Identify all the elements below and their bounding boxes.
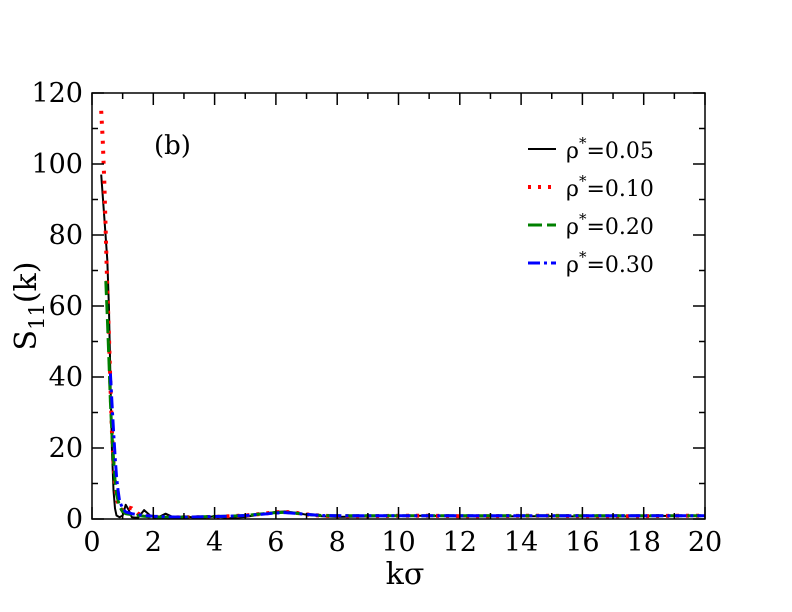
y-tick-label: 60 <box>49 291 83 322</box>
y-tick-label: 80 <box>49 220 83 251</box>
series-line-3 <box>104 281 705 519</box>
series-layer <box>99 110 705 520</box>
legend-label-4: ρ*=0.30 <box>566 248 654 278</box>
legend-label-2: ρ*=0.10 <box>566 172 654 202</box>
x-tick-label: 6 <box>267 527 284 558</box>
x-tick-label: 14 <box>504 527 538 558</box>
x-tick-label: 2 <box>145 527 162 558</box>
x-tick-label: 20 <box>688 527 722 558</box>
x-tick-label: 4 <box>206 527 223 558</box>
x-tick-label: 18 <box>627 527 661 558</box>
x-tick-label: 10 <box>381 527 415 558</box>
annotation-label: (b) <box>154 131 191 161</box>
x-axis-title: kσ <box>386 557 425 592</box>
x-tick-label: 16 <box>565 527 599 558</box>
legend: ρ*=0.05 ρ*=0.10 ρ*=0.20 ρ*=0.30 <box>528 134 654 278</box>
y-tick-label: 120 <box>31 78 83 109</box>
series-line-4 <box>108 373 705 519</box>
x-tick-label: 0 <box>83 527 100 558</box>
y-tick-label: 20 <box>49 433 83 464</box>
x-tick-label: 8 <box>329 527 346 558</box>
y-tick-label: 40 <box>49 362 83 393</box>
y-axis-title-main: S <box>9 330 44 351</box>
x-tick-label: 12 <box>443 527 477 558</box>
y-tick-label: 0 <box>66 504 83 535</box>
legend-label-1: ρ*=0.05 <box>566 134 654 164</box>
y-axis-title-subscript: 11 <box>25 303 49 330</box>
y-axis-title-tail: (k) <box>9 262 44 304</box>
tick-layer: 0 2 4 6 8 10 12 14 16 18 20 0 20 40 60 80 100 120 <box>31 78 722 558</box>
y-axis-title: S11(k) <box>9 262 49 351</box>
legend-label-3: ρ*=0.20 <box>566 210 654 240</box>
y-tick-label: 100 <box>31 149 83 180</box>
